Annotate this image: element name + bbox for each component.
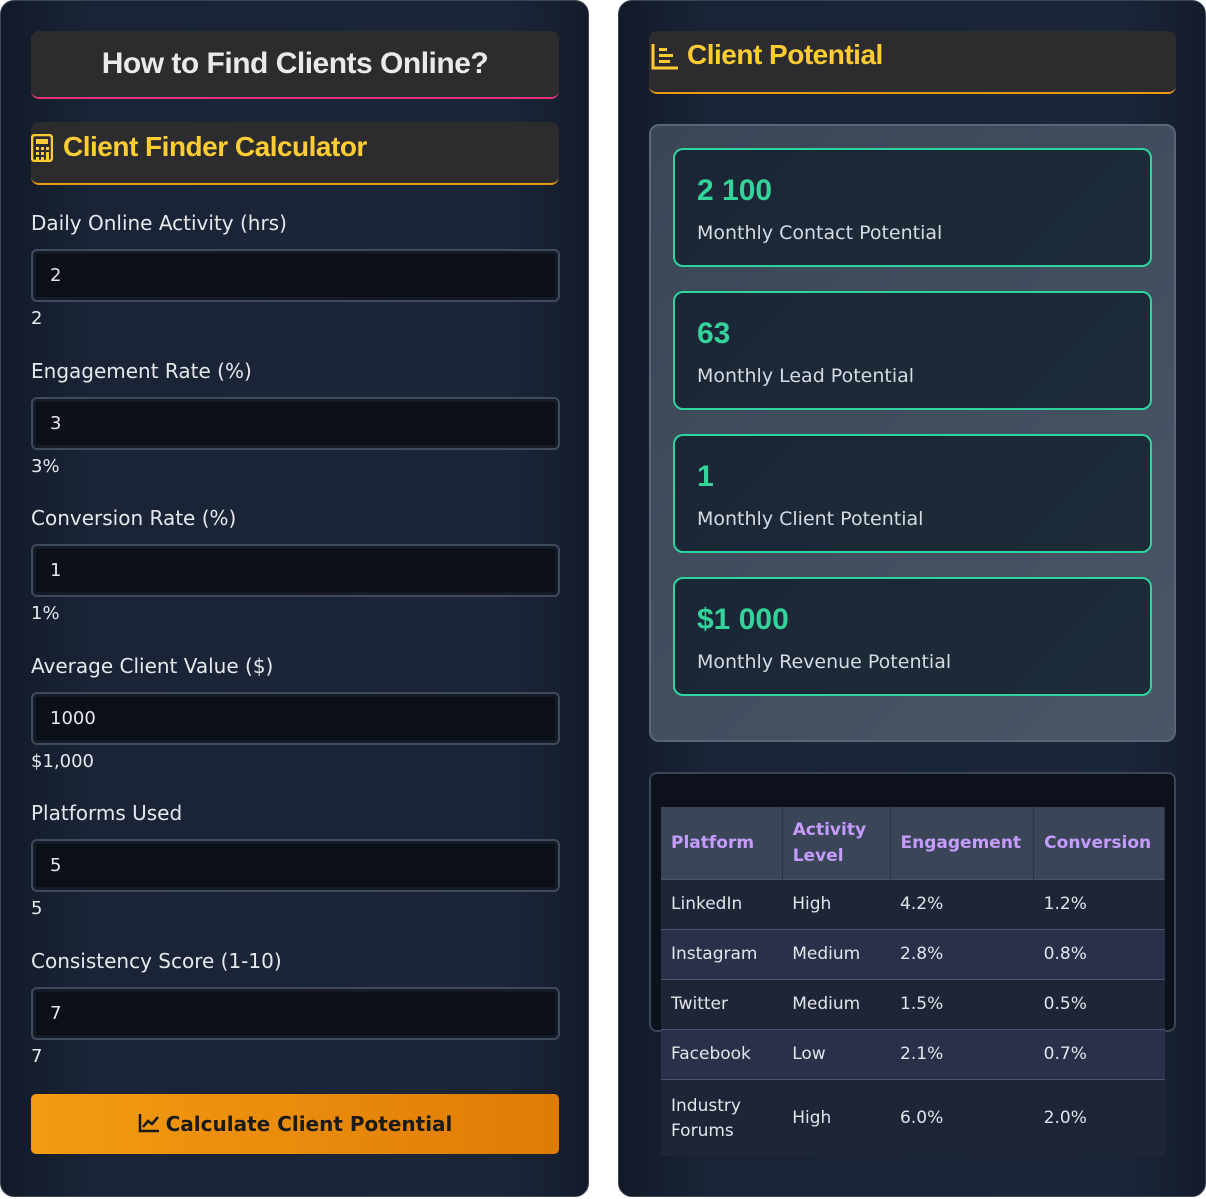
table-row: Twitter Medium 1.5% 0.5%: [661, 979, 1165, 1030]
result-label: Monthly Lead Potential: [697, 365, 915, 387]
field-value: 3%: [31, 455, 60, 477]
field-input[interactable]: 3: [31, 396, 560, 450]
table-row: Facebook Low 2.1% 0.7%: [661, 1029, 1165, 1080]
table-cell: Low: [782, 1029, 891, 1080]
button-text: Calculate Client Potential: [165, 1112, 453, 1136]
field-label: Daily Online Activity (hrs): [31, 211, 287, 235]
field-label: Average Client Value ($): [31, 653, 274, 678]
table-cell: Industry Forums: [661, 1079, 783, 1156]
table-cell: 1.5%: [890, 979, 1034, 1030]
table-cell: 0.5%: [1033, 979, 1165, 1030]
page-title: How to Find Clients Online?: [31, 31, 559, 99]
header-row: Platform Activity Level Engagement Conversi…: [661, 807, 1165, 880]
field-value: $1,000: [31, 750, 94, 772]
table-cell: 6.0%: [890, 1079, 1034, 1156]
table-wrap: Platform Activity Level Engagement Conversi…: [661, 807, 1165, 1156]
calculator-title: Client Finder Calculator: [31, 122, 559, 185]
column-header: Activity Level: [782, 807, 891, 880]
column-header: Conversion: [1033, 807, 1165, 880]
field-input[interactable]: 1000: [31, 691, 560, 745]
column-header: Engagement: [890, 807, 1035, 880]
result-label: Monthly Contact Potential: [697, 222, 943, 244]
right-panel: Client Potential 2 100 Monthly Contact Po…: [618, 0, 1206, 1197]
field-value: 2: [31, 308, 43, 329]
field-input[interactable]: 5: [31, 839, 560, 893]
result-value: 1: [697, 460, 714, 493]
result-card: 63 Monthly Lead Potential: [673, 291, 1152, 410]
table-cell: 1.2%: [1033, 879, 1165, 930]
table-cell: High: [782, 879, 891, 930]
field-value: 5: [31, 898, 43, 920]
field-input[interactable]: 7: [31, 987, 560, 1040]
table-cell: Twitter: [661, 979, 783, 1030]
column-header: Platform: [661, 807, 783, 880]
result-card: 2 100 Monthly Contact Potential: [673, 148, 1152, 267]
chart-icon: [138, 1114, 159, 1133]
field-value: 1%: [31, 603, 60, 625]
result-value: 2 100: [697, 174, 773, 207]
results-title: Client Potential: [649, 31, 1176, 94]
table-cell: High: [782, 1079, 891, 1156]
table-cell: 2.0%: [1033, 1079, 1165, 1156]
bars-icon: [651, 44, 678, 70]
result-value: 63: [697, 317, 731, 350]
results-title-text: Client Potential: [687, 39, 883, 70]
field-label: Conversion Rate (%): [31, 506, 237, 531]
result-value: $1 000: [697, 603, 789, 636]
table-cell: 2.8%: [890, 929, 1034, 980]
field-value: 7: [31, 1046, 43, 1067]
table-cell: 4.2%: [890, 879, 1034, 930]
field-label: Platforms Used: [31, 801, 183, 826]
field-label: Engagement Rate (%): [31, 358, 252, 383]
result-label: Monthly Client Potential: [697, 508, 924, 530]
result-label: Monthly Revenue Potential: [697, 651, 952, 673]
table-cell: Medium: [782, 979, 891, 1030]
calculator-title-text: Client Finder Calculator: [63, 131, 367, 162]
result-card: 1 Monthly Client Potential: [673, 434, 1152, 553]
table-cell: 0.7%: [1033, 1029, 1165, 1080]
table-cell: 0.8%: [1033, 929, 1165, 980]
result-card: $1 000 Monthly Revenue Potential: [673, 577, 1152, 696]
calculator-icon: [31, 134, 53, 162]
field-label: Consistency Score (1-10): [31, 949, 282, 973]
field-input[interactable]: 2: [31, 249, 560, 302]
platform-table: Platform Activity Level Engagement Conversi…: [661, 807, 1165, 1156]
table-row: LinkedIn High 4.2% 1.2%: [661, 879, 1165, 930]
table-cell: Instagram: [661, 929, 783, 980]
table-row: Industry Forums High 6.0% 2.0%: [661, 1079, 1165, 1156]
table-cell: LinkedIn: [661, 879, 783, 930]
table-row: Instagram Medium 2.8% 0.8%: [661, 929, 1165, 980]
calculate-button[interactable]: Calculate Client Potential: [31, 1094, 559, 1154]
table-cell: 2.1%: [890, 1029, 1034, 1080]
left-panel: How to Find Clients Online? Client Finde…: [0, 0, 589, 1197]
table-cell: Facebook: [661, 1029, 783, 1080]
table-cell: Medium: [782, 929, 891, 980]
field-input[interactable]: 1: [31, 544, 560, 598]
